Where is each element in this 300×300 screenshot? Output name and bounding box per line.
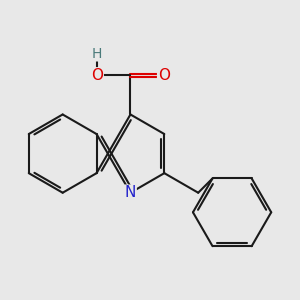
- Text: H: H: [92, 47, 102, 61]
- Text: O: O: [158, 68, 170, 83]
- Text: O: O: [91, 68, 103, 83]
- Text: N: N: [125, 185, 136, 200]
